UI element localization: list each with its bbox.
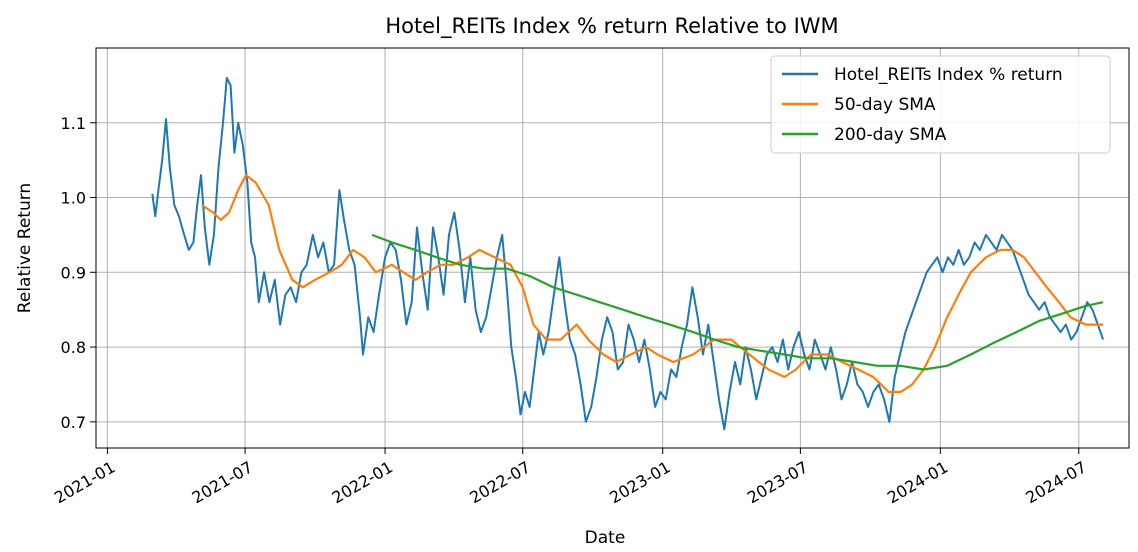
series-lines	[151, 76, 1105, 431]
y-tick-label-1: 0.8	[61, 338, 86, 357]
legend-label-50day: 50-day SMA	[834, 95, 936, 115]
plot-frame	[95, 47, 1130, 449]
x-tick-label-1: 2021-07	[189, 457, 256, 507]
y-tick-label-4: 1.1	[61, 114, 86, 133]
series-line-200day-sma	[371, 233, 1104, 371]
y-tick-label-0: 0.7	[61, 413, 86, 432]
x-tick-label-6: 2024-01	[884, 457, 951, 507]
legend: Hotel_REITs Index % return 50-day SMA 20…	[770, 55, 1111, 154]
y-axis-label: Relative Return	[15, 183, 35, 313]
series-line-50day-sma	[201, 174, 1104, 393]
x-tick-label-5: 2023-07	[744, 457, 811, 507]
x-tick-label-7: 2024-07	[1022, 457, 1089, 507]
series-line-returns	[151, 76, 1105, 431]
x-tick-label-3: 2022-07	[466, 457, 533, 507]
legend-box	[770, 55, 1111, 154]
legend-label-returns: Hotel_REITs Index % return	[834, 65, 1063, 85]
chart-title: Hotel_REITs Index % return Relative to I…	[385, 14, 838, 39]
legend-label-200day: 200-day SMA	[834, 125, 947, 145]
x-axis-label: Date	[585, 528, 626, 548]
y-tick-label-2: 0.9	[61, 263, 86, 282]
x-tick-label-4: 2023-01	[606, 457, 673, 507]
x-tick-label-0: 2021-01	[51, 457, 118, 507]
y-tick-label-3: 1.0	[61, 189, 86, 208]
x-tick-label-2: 2022-01	[329, 457, 396, 507]
